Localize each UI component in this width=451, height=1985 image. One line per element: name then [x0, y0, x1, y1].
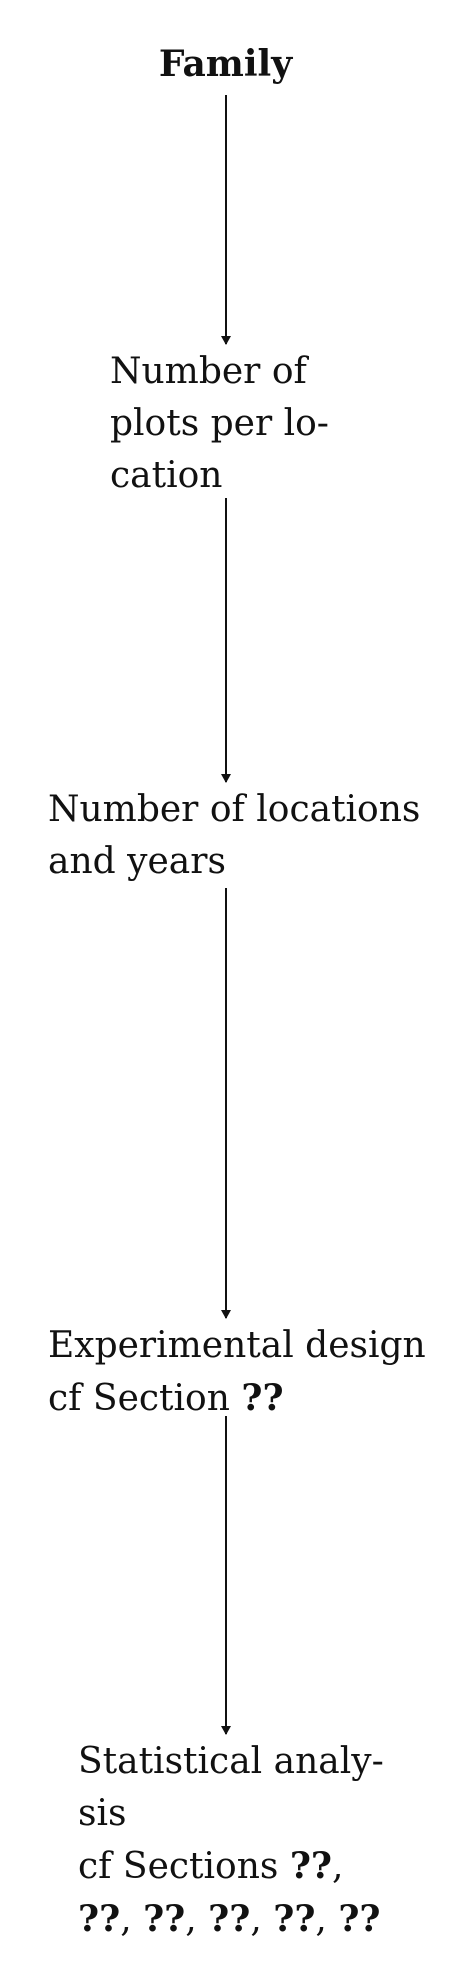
node-text-line: sis: [78, 1793, 127, 1834]
node-text-line: Number of: [110, 351, 307, 392]
section-ref: ??: [289, 1845, 333, 1887]
node-text-line: Statistical analy-: [78, 1741, 384, 1782]
node-statistical-analysis: Statistical analy- sis cf Sections ??, ?…: [78, 1736, 384, 1946]
section-label: cf Section: [48, 1378, 242, 1419]
section-ref: ??: [241, 1377, 284, 1419]
node-text-line: ??, ??, ??, ??, ??: [78, 1893, 384, 1946]
section-ref: ??: [273, 1898, 316, 1940]
sections-label: cf Sections: [78, 1846, 290, 1887]
section-ref: ??: [78, 1898, 121, 1940]
node-text-line: Experimental design: [48, 1325, 426, 1366]
node-locations-and-years: Number of locations and years: [48, 784, 420, 888]
ref-separator: ,: [120, 1899, 144, 1940]
node-plots-per-location: Number of plots per lo- cation: [110, 346, 329, 502]
section-ref: ??: [338, 1898, 381, 1940]
node-text-line: cf Section ??: [48, 1372, 426, 1425]
node-text-line: and years: [48, 841, 226, 882]
ref-separator: ,: [315, 1899, 339, 1940]
node-text-line: plots per lo-: [110, 403, 329, 444]
node-text-line: cation: [110, 455, 223, 496]
section-ref: ??: [208, 1898, 251, 1940]
section-ref: ??: [143, 1898, 186, 1940]
ref-separator: ,: [185, 1899, 209, 1940]
ref-separator: ,: [332, 1846, 344, 1887]
diagram-title: Family: [158, 43, 293, 85]
node-experimental-design: Experimental design cf Section ??: [48, 1320, 426, 1425]
node-text-line: Number of locations: [48, 789, 421, 830]
node-text-line: cf Sections ??,: [78, 1840, 384, 1893]
ref-separator: ,: [250, 1899, 274, 1940]
